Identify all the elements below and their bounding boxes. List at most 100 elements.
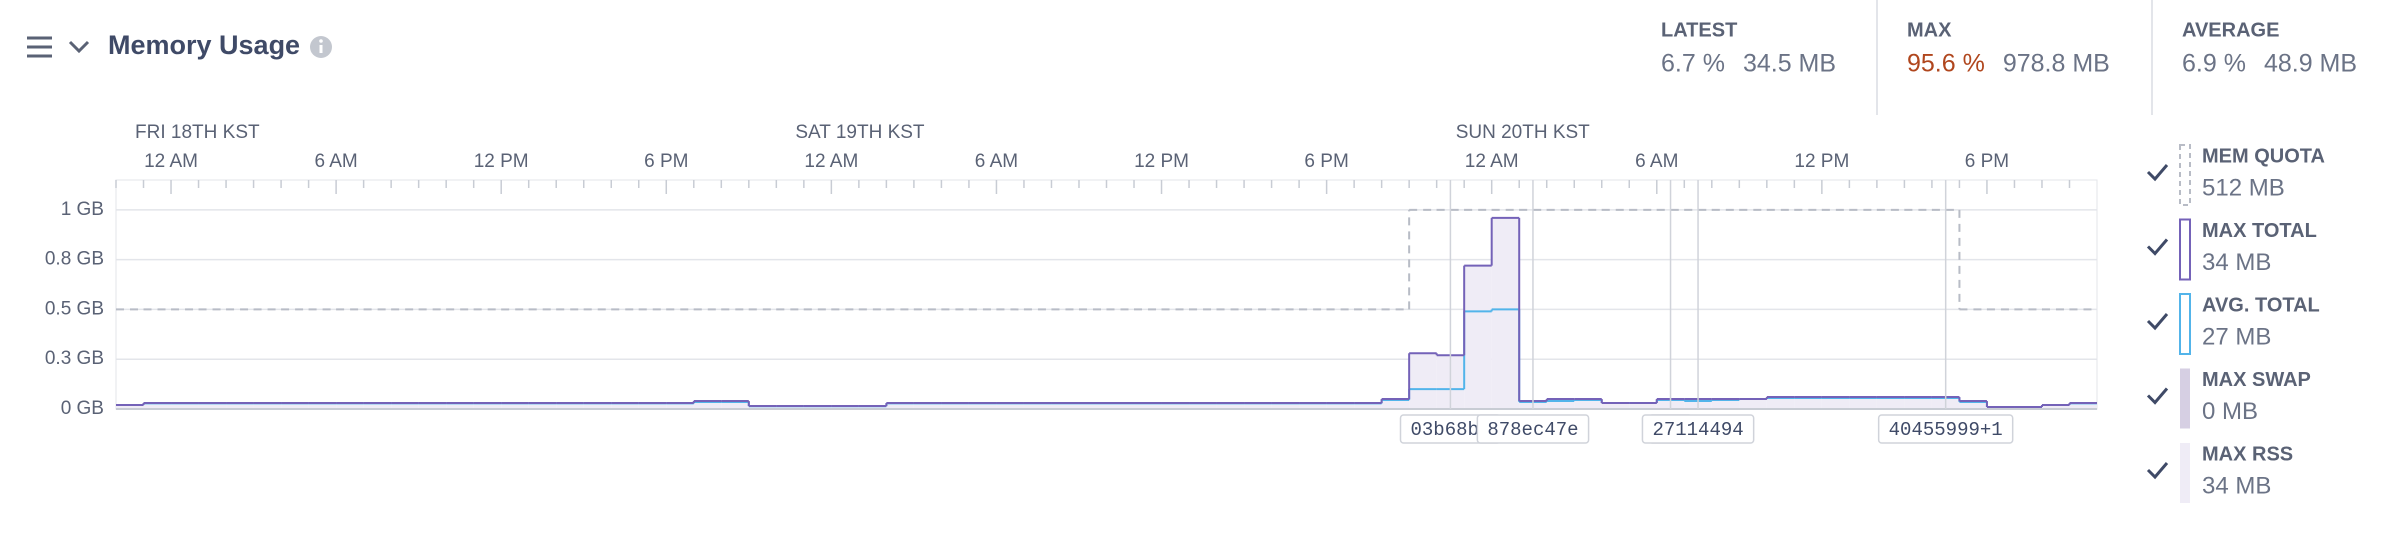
legend-check[interactable] xyxy=(2146,313,2169,331)
stat-percent: 6.7 % xyxy=(1661,50,1725,78)
area-step xyxy=(473,403,502,409)
x-tick-label: 6 AM xyxy=(1635,151,1678,172)
legend-swatch xyxy=(2179,218,2191,281)
menu-icon[interactable] xyxy=(27,36,52,58)
area-step xyxy=(1849,397,1877,409)
stat-percent: 6.9 % xyxy=(2182,50,2246,78)
area-step xyxy=(143,403,172,409)
area-step xyxy=(1491,217,1520,409)
area-step xyxy=(1216,403,1245,409)
release-box[interactable] xyxy=(1476,414,1590,444)
area-step xyxy=(2069,403,2097,409)
chart: 0 GB 0.3 GB 0.5 GB 0.8 GB 1 GB 12 AM FRI 18TH … xyxy=(45,122,2098,444)
area-step xyxy=(1189,403,1217,409)
x-tick-label: 12 AM xyxy=(804,151,858,172)
stat-label: MAX xyxy=(1907,19,1952,41)
legend-value: 0 MB xyxy=(2202,398,2258,425)
area-step xyxy=(913,403,942,409)
y-tick-label: 0.8 GB xyxy=(45,249,104,270)
area-step xyxy=(391,403,419,409)
area-step xyxy=(1546,399,1575,409)
legend-value: 27 MB xyxy=(2202,323,2271,350)
stats: LATEST 6.7 % 34.5 MB MAX 95.6 % 978.8 MB AVERA… xyxy=(1661,19,2357,77)
x-tick-label: 6 AM xyxy=(975,151,1018,172)
area-step xyxy=(666,403,694,409)
area-step xyxy=(1051,403,1079,409)
area-step xyxy=(1876,397,1905,409)
legend-name: AVG. TOTAL xyxy=(2202,294,2320,316)
area-step xyxy=(1959,401,1987,409)
area-step xyxy=(528,403,557,409)
area-step xyxy=(363,403,392,409)
legend-name: MAX SWAP xyxy=(2202,369,2311,391)
collapse-chevron[interactable] xyxy=(68,40,90,54)
area-step xyxy=(1381,399,1410,409)
release-box[interactable] xyxy=(1641,414,1755,444)
area-step xyxy=(418,403,447,409)
area-step xyxy=(1134,403,1162,409)
area-step xyxy=(171,403,199,409)
area-step xyxy=(1354,403,1382,409)
stat-percent: 95.6 % xyxy=(1907,50,1985,78)
release-label: 878ec47e xyxy=(1487,419,1578,441)
area-step xyxy=(721,401,749,409)
area-step xyxy=(1106,403,1135,409)
area-step xyxy=(611,403,639,409)
area-step xyxy=(941,403,969,409)
legend-value: 34 MB xyxy=(2202,472,2271,499)
x-tick-label: 12 PM xyxy=(1134,151,1189,172)
day-label: FRI 18TH KST xyxy=(135,122,260,143)
area-step xyxy=(1078,403,1107,409)
x-tick-label: 6 PM xyxy=(644,151,688,172)
day-label: SAT 19TH KST xyxy=(795,122,925,143)
area-step xyxy=(1409,353,1437,409)
area-step xyxy=(996,403,1024,409)
stat-size: 48.9 MB xyxy=(2264,50,2357,78)
area-step xyxy=(583,403,612,409)
release-box[interactable] xyxy=(1877,414,2014,444)
legend-check[interactable] xyxy=(2146,387,2169,405)
area-step xyxy=(1766,397,1795,409)
area-step xyxy=(1464,265,1492,409)
area-step xyxy=(198,403,227,409)
x-tick-label: 12 AM xyxy=(144,151,198,172)
area-step xyxy=(1739,399,1767,409)
area-step xyxy=(1161,403,1190,409)
area-step xyxy=(886,403,914,409)
x-tick-label: 6 PM xyxy=(1965,151,2009,172)
info-icon[interactable] xyxy=(310,36,332,58)
area-step xyxy=(1326,403,1355,409)
area-step xyxy=(1244,403,1272,409)
area-step xyxy=(803,406,832,409)
area-step xyxy=(1574,399,1602,409)
legend-check[interactable] xyxy=(2146,462,2169,480)
legend-swatch xyxy=(2180,443,2190,503)
release-label: 27114494 xyxy=(1652,419,1743,441)
area-step xyxy=(308,403,337,409)
legend-check[interactable] xyxy=(2146,164,2169,182)
legend-name: MAX TOTAL xyxy=(2202,220,2317,242)
area-step xyxy=(226,403,254,409)
legend-swatch xyxy=(2179,144,2191,206)
area-step xyxy=(1629,403,1657,409)
stat-label: LATEST xyxy=(1661,19,1737,41)
y-tick-label: 0.5 GB xyxy=(45,298,104,319)
legend-check[interactable] xyxy=(2146,238,2169,256)
legend-value: 34 MB xyxy=(2202,249,2271,276)
area-step xyxy=(281,403,309,409)
legend-name: MEM QUOTA xyxy=(2202,145,2325,167)
area-step xyxy=(1271,403,1300,409)
legend-swatch xyxy=(2180,368,2190,429)
legend-name: MAX RSS xyxy=(2202,443,2293,465)
x-tick-label: 6 AM xyxy=(314,151,357,172)
x-tick-label: 12 AM xyxy=(1465,151,1519,172)
stat-size: 978.8 MB xyxy=(2003,50,2110,78)
release-label: 03b68b8 xyxy=(1411,419,1491,441)
x-tick-label: 6 PM xyxy=(1304,151,1348,172)
day-label: SUN 20TH KST xyxy=(1456,122,1590,143)
area-step xyxy=(776,406,804,409)
release-label: 40455999+1 xyxy=(1889,419,2003,441)
area-step xyxy=(968,403,997,409)
